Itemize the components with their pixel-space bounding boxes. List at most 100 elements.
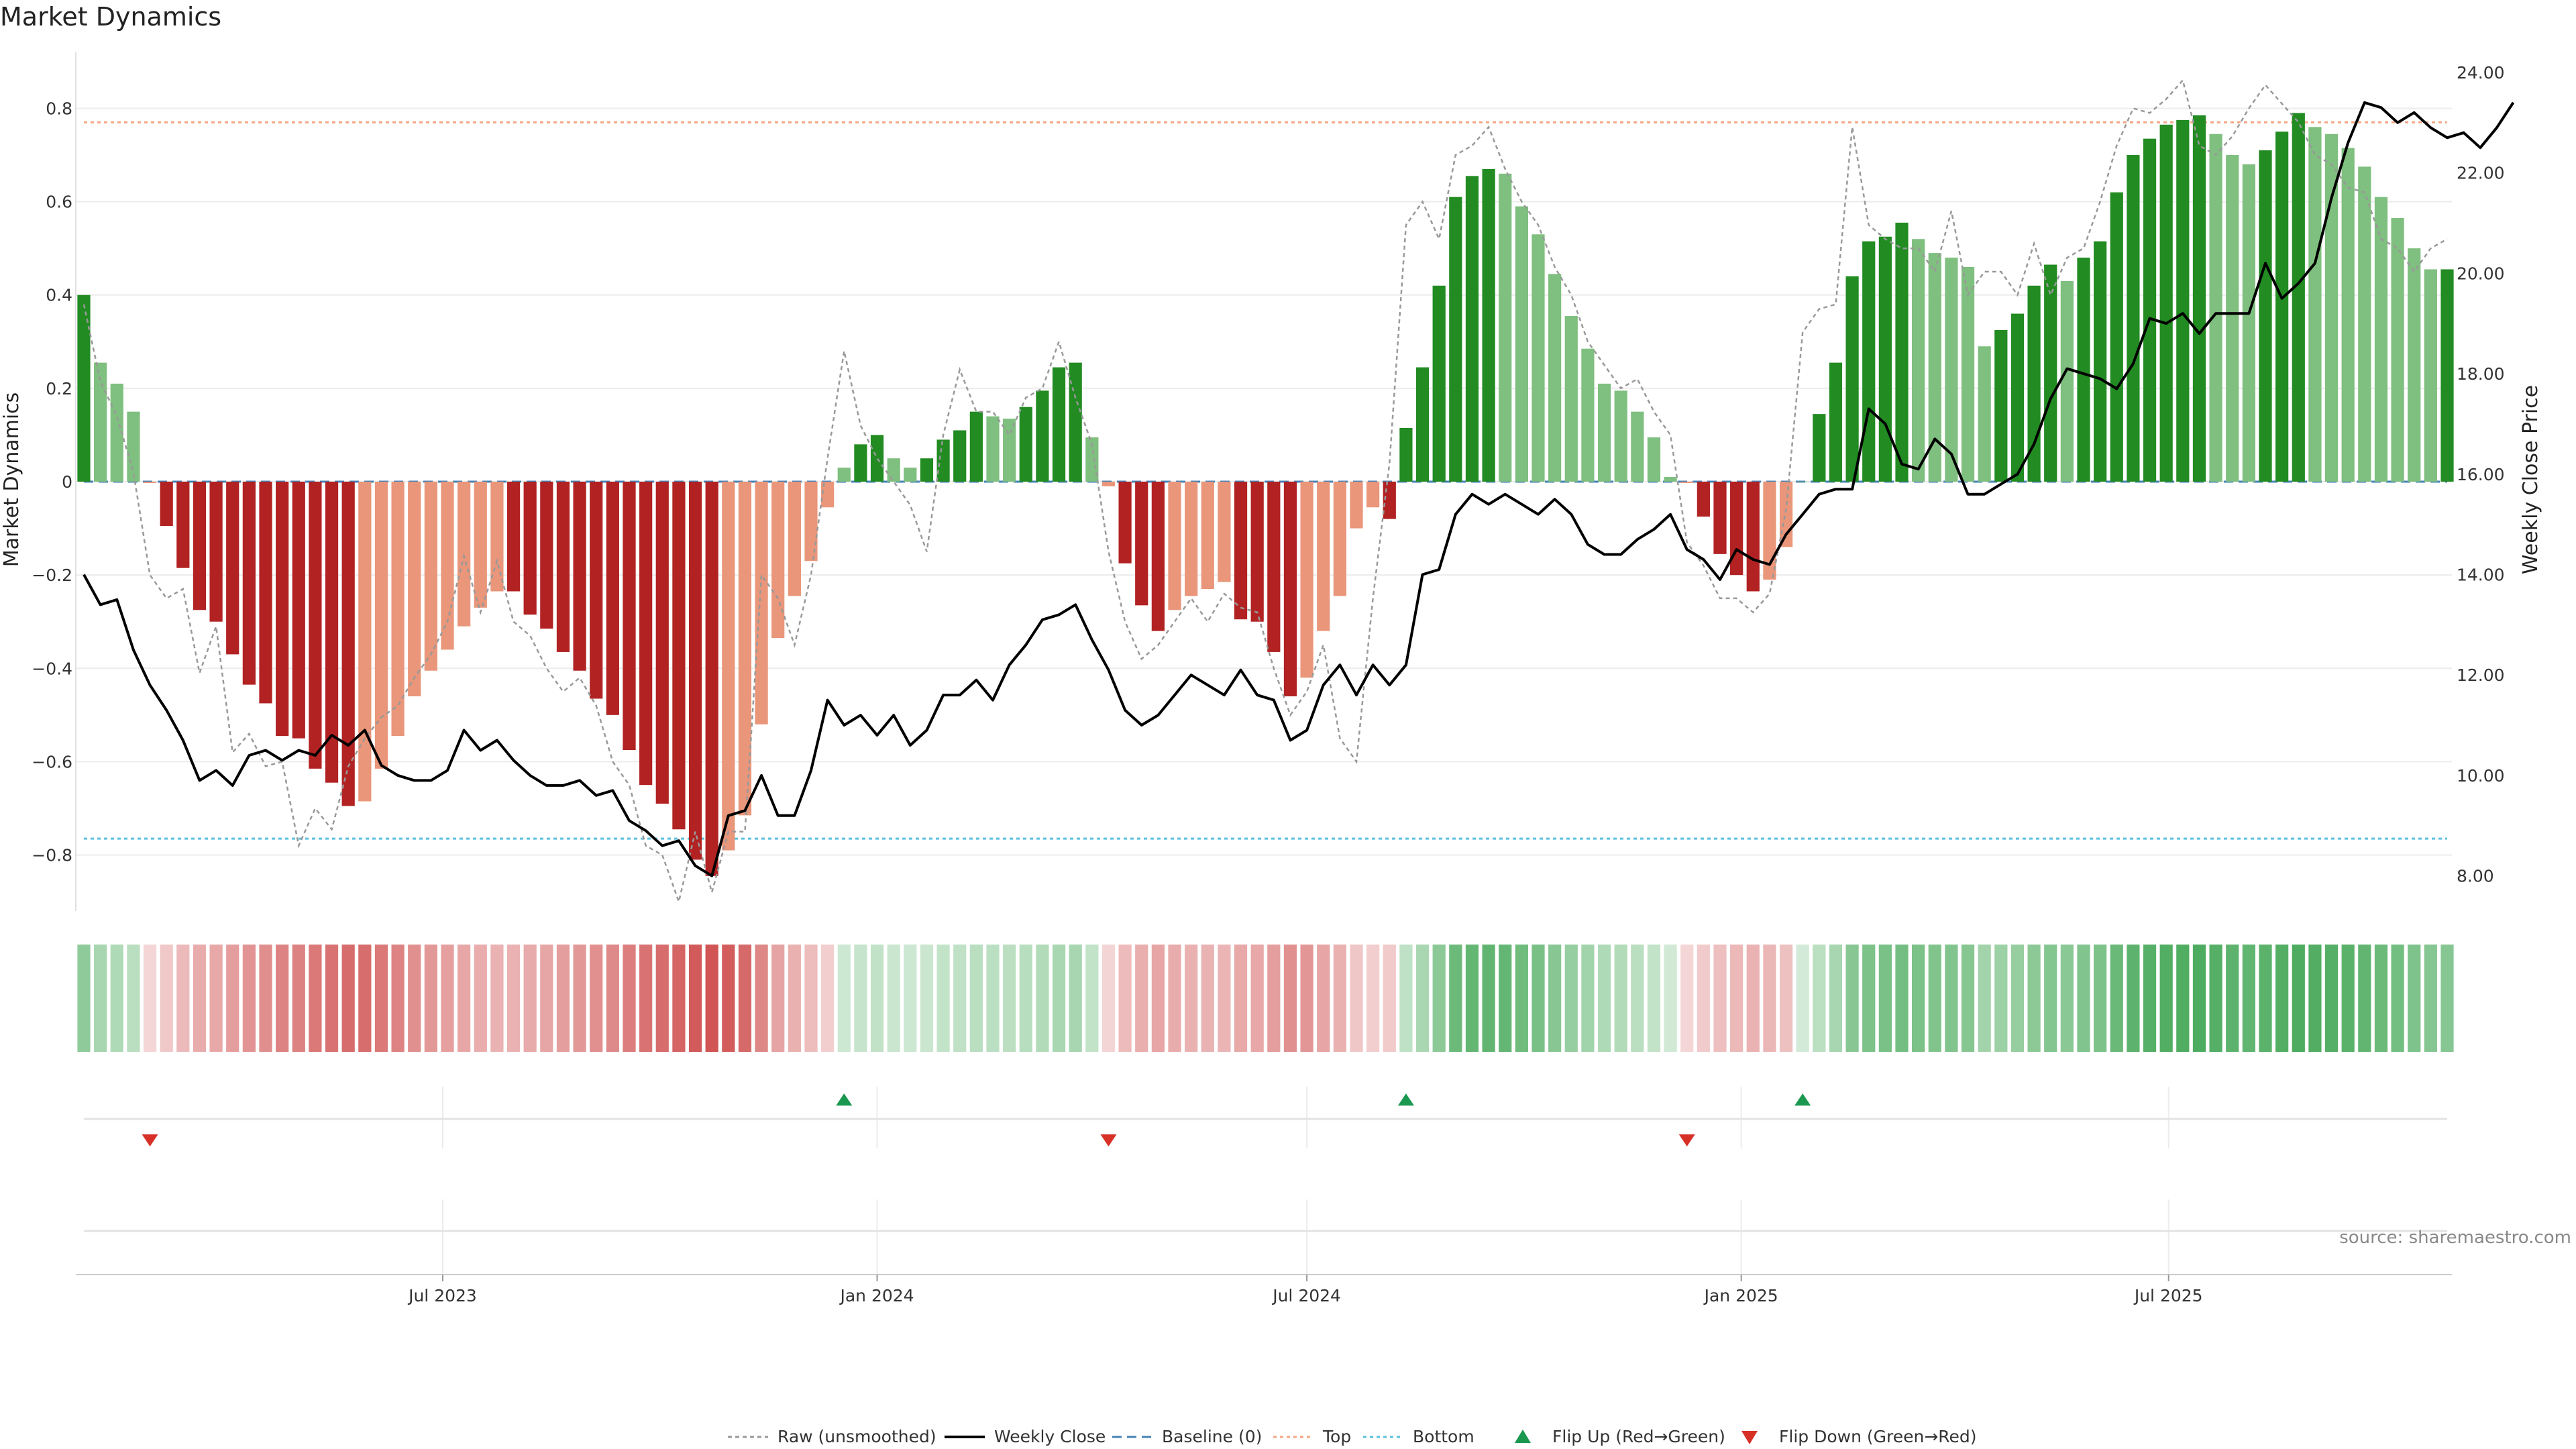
band-cell — [2292, 945, 2305, 1052]
band-cell — [408, 945, 421, 1052]
bar — [441, 482, 454, 650]
bar — [2044, 264, 2057, 482]
reference-lines — [84, 121, 2447, 840]
bar — [1415, 367, 1430, 482]
band-cell — [1118, 945, 1132, 1052]
band-cell — [1746, 945, 1760, 1052]
band-cell — [1912, 945, 1925, 1052]
market-dynamics-bars — [77, 113, 2454, 876]
bar — [176, 482, 190, 568]
bar — [755, 482, 768, 724]
band-cell — [1250, 945, 1264, 1052]
bar — [2010, 313, 2025, 482]
band-cell — [2440, 945, 2454, 1052]
weekly-close-line — [83, 101, 2515, 877]
band-cell — [969, 945, 983, 1052]
band-cell — [986, 945, 1000, 1052]
band-cell — [2324, 945, 2339, 1052]
band-cell — [1036, 945, 1049, 1052]
bar — [209, 482, 223, 622]
bar — [722, 482, 735, 851]
band-cell — [2424, 945, 2437, 1052]
band-cell — [1102, 945, 1116, 1052]
band-cell — [1862, 945, 1876, 1052]
band-cell — [606, 945, 619, 1052]
band-cell — [738, 945, 752, 1052]
weekly-close-series — [83, 101, 2515, 877]
x-tick-label: Jul 2023 — [407, 1286, 477, 1305]
chart-title: Market Dynamics — [0, 2, 221, 32]
band-cell — [556, 945, 570, 1052]
bar — [556, 482, 570, 652]
band-cell — [2027, 945, 2041, 1052]
band-cell — [1399, 945, 1413, 1052]
axes: 0.8 0.6 0.4 0.2 0 −0.2 −0.4 −0.6 −0.8 24.00 22.00 2… — [32, 52, 2505, 911]
band-cell — [2094, 945, 2107, 1052]
y-right-tick-label: 10.00 — [2457, 766, 2505, 786]
x-tick-label: Jul 2025 — [2133, 1286, 2203, 1305]
band-cell — [1564, 945, 1578, 1052]
bar — [474, 482, 487, 608]
band-cell — [1218, 945, 1231, 1052]
band-cell — [391, 945, 405, 1052]
bar — [2192, 115, 2206, 482]
legend-flip-up-swatch — [1515, 1430, 1531, 1443]
bar — [325, 482, 339, 783]
raw-series — [83, 78, 2448, 905]
band-cell — [821, 945, 835, 1052]
bar — [1267, 482, 1281, 652]
bar — [1118, 482, 1132, 564]
legend-label-close: Weekly Close — [994, 1427, 1106, 1446]
band-cell — [804, 945, 818, 1052]
bar — [1300, 482, 1313, 678]
bar — [1746, 482, 1760, 592]
band-cell — [1845, 945, 1859, 1052]
band-cell — [1350, 945, 1363, 1052]
band-cell — [2209, 945, 2222, 1052]
y-right-tick-label: 18.00 — [2457, 364, 2505, 384]
band-cell — [2159, 945, 2173, 1052]
band-cell — [226, 945, 239, 1052]
legend-flip-down-swatch — [1741, 1431, 1758, 1444]
band-cell — [2308, 945, 2322, 1052]
bar — [226, 482, 239, 655]
band-cell — [490, 945, 504, 1052]
bar — [1532, 234, 1545, 482]
bar — [804, 482, 818, 561]
band-cell — [639, 945, 653, 1052]
band-cell — [160, 945, 173, 1052]
bar — [1597, 383, 1611, 482]
bar — [1102, 482, 1116, 486]
band-cell — [1928, 945, 1941, 1052]
bar — [2408, 248, 2421, 482]
band-cell — [953, 945, 967, 1052]
band-cell — [1978, 945, 1991, 1052]
x-axis: Jul 2023 Jan 2024 Jul 2024 Jan 2025 Jul 2025 — [76, 1274, 2452, 1305]
band-cell — [1829, 945, 1843, 1052]
bar — [1912, 239, 1925, 482]
bar — [276, 482, 289, 737]
band-cell — [209, 945, 223, 1052]
flip-up-marker — [1794, 1093, 1811, 1106]
y-right-tick-label: 12.00 — [2457, 665, 2505, 685]
band-cell — [325, 945, 339, 1052]
y-right-tick-label: 8.00 — [2457, 867, 2494, 886]
bar — [2374, 197, 2388, 482]
band-cell — [506, 945, 521, 1052]
bar — [623, 482, 636, 750]
band-cell — [705, 945, 718, 1052]
bar — [2358, 166, 2371, 482]
bar — [1185, 482, 1198, 596]
bar — [2094, 241, 2107, 482]
bar — [358, 482, 372, 802]
band-cell — [2374, 945, 2388, 1052]
bar — [1036, 390, 1049, 482]
band-cell — [1581, 945, 1595, 1052]
band-cell — [1515, 945, 1528, 1052]
band-cell — [1532, 945, 1545, 1052]
band-cell — [2192, 945, 2206, 1052]
bar — [2159, 124, 2173, 482]
band-cell — [1383, 945, 1396, 1052]
band-cell — [2176, 945, 2190, 1052]
band-cell — [573, 945, 586, 1052]
